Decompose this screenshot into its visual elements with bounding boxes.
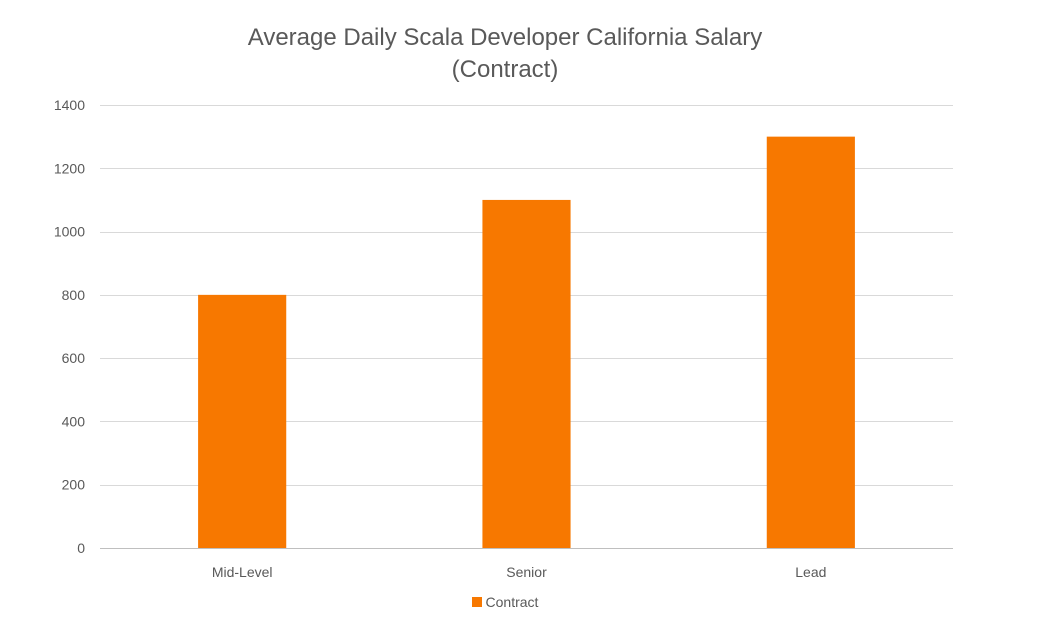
chart-title: Average Daily Scala Developer California…: [0, 22, 1010, 86]
x-axis-tick-labels: Mid-Level Senior Lead: [212, 564, 827, 580]
y-tick-label-200: 200: [62, 477, 86, 493]
legend-swatch-contract: [471, 597, 482, 607]
y-tick-label-1400: 1400: [54, 97, 85, 113]
x-tick-label-senior: Senior: [506, 564, 547, 580]
legend-label-contract: Contract: [485, 594, 539, 610]
y-tick-label-800: 800: [62, 287, 86, 303]
y-axis-tick-labels: 0 200 400 600 800 1000 1200 1400: [54, 97, 85, 556]
y-tick-label-0: 0: [77, 540, 85, 556]
y-tick-label-600: 600: [62, 350, 86, 366]
legend: Contract: [0, 594, 1010, 610]
bar-lead: [766, 136, 855, 548]
bar-mid-level: [198, 294, 287, 548]
y-tick-label-400: 400: [62, 413, 86, 429]
bar-senior: [482, 199, 571, 548]
chart-title-line-2: (Contract): [451, 56, 559, 83]
bars: [198, 136, 855, 548]
y-tick-label-1200: 1200: [54, 160, 85, 176]
x-tick-label-mid-level: Mid-Level: [212, 564, 273, 580]
y-tick-label-1000: 1000: [54, 224, 85, 240]
x-tick-label-lead: Lead: [795, 564, 826, 580]
chart-title-line-1: Average Daily Scala Developer California…: [247, 24, 763, 51]
